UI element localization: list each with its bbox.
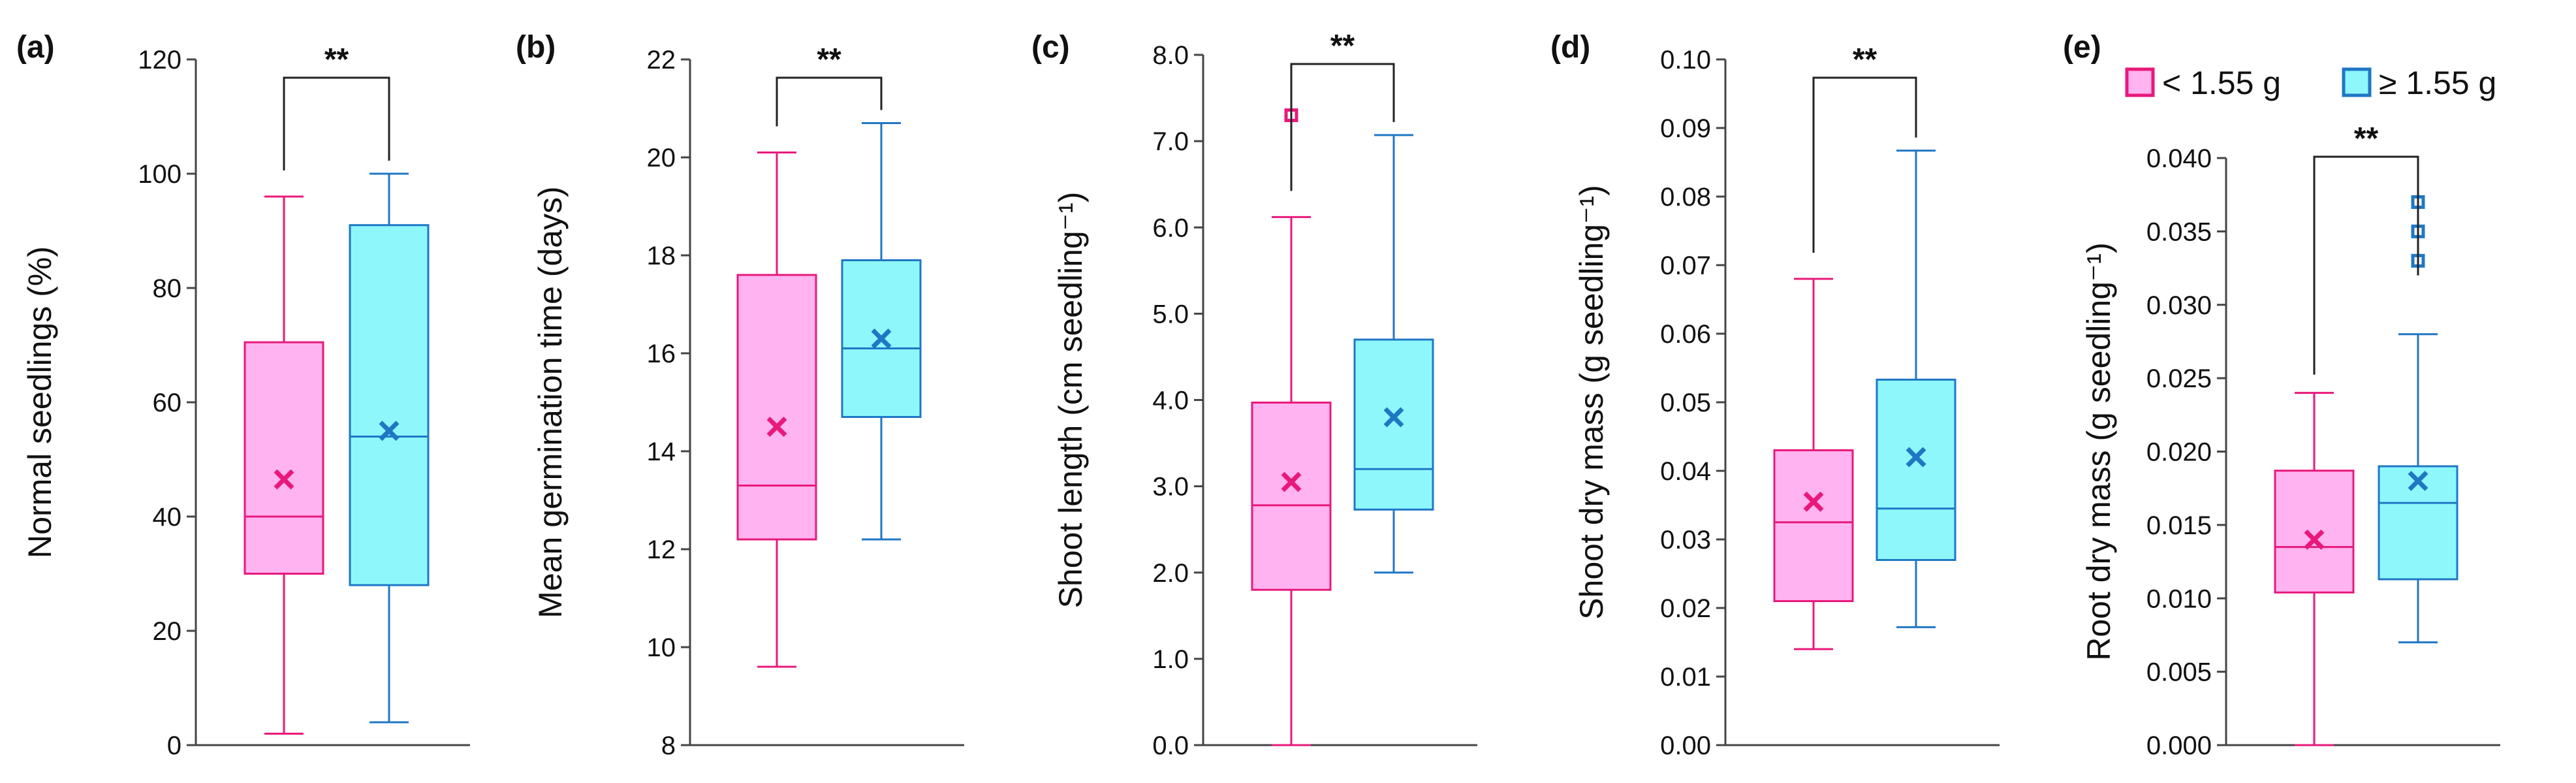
panel-a-significance-bracket xyxy=(283,76,390,170)
panel-d-label: (d) xyxy=(1550,30,1590,65)
panel-b-tick-label: 16 xyxy=(647,340,676,368)
panel-b-tick-label: 14 xyxy=(647,438,676,466)
panel-d-tick-label: 0.00 xyxy=(1660,731,1711,760)
panel-e-tick-label: 0.020 xyxy=(2146,438,2212,467)
panel-e-tick-label: 0.030 xyxy=(2146,291,2212,320)
panel-d-significance-label: ** xyxy=(1853,42,1877,77)
panel-b-label: (b) xyxy=(516,30,556,65)
legend-label-ge-1-55g: ≥ 1.55 g xyxy=(2379,65,2496,101)
panel-a-significance-label: ** xyxy=(324,42,349,77)
panel-a: (a) Normal seedlings (%) 0 20 40 60 80 100 120 ** xyxy=(16,30,470,760)
panel-e-significance-bracket xyxy=(2313,155,2419,375)
panel-e: (e) Root dry mass (g seedling⁻¹) 0.000 0.00… xyxy=(2063,30,2500,760)
panel-b-lt-mean-marker xyxy=(766,417,787,437)
panel-b-tick-label: 20 xyxy=(647,144,676,172)
panel-e-tick-label: 0.015 xyxy=(2146,511,2212,540)
panel-c: (c) Shoot length (cm seedling⁻¹) 0.0 1.0 2.0… xyxy=(1031,29,1477,760)
panel-c-tick-label: 1.0 xyxy=(1152,645,1189,674)
panel-c-ge-box xyxy=(1353,338,1434,511)
panel-c-tick-label: 3.0 xyxy=(1152,473,1189,502)
panel-a-ge-mean-marker xyxy=(379,421,400,441)
panel-c-lt-box xyxy=(1251,401,1332,591)
panel-e-significance-label: ** xyxy=(2354,121,2379,156)
panel-a-tick-label: 100 xyxy=(138,160,181,189)
panel-e-tick-label: 0.025 xyxy=(2146,364,2212,393)
panel-e-tick-label: 0.000 xyxy=(2146,731,2212,760)
panel-d-tick-label: 0.03 xyxy=(1660,526,1711,554)
panel-d-ge-mean-marker xyxy=(1906,447,1926,468)
panel-c-lt-mean-marker xyxy=(1281,471,1302,492)
panel-b-lt-box xyxy=(736,274,817,541)
panel-e-tick-label: 0.040 xyxy=(2146,144,2212,173)
panel-b-significance-bracket xyxy=(776,76,883,127)
panel-e-lt-mean-marker xyxy=(2304,529,2325,550)
panel-c-ge-mean-marker xyxy=(1383,407,1404,428)
panel-a-ge-box xyxy=(349,224,430,586)
panel-b-ge-mean-marker xyxy=(871,328,892,349)
panel-e-lt-box xyxy=(2274,470,2355,594)
panel-a-tick-label: 120 xyxy=(138,46,181,74)
panel-a-tick-label: 80 xyxy=(153,274,182,303)
panel-c-tick-label: 4.0 xyxy=(1152,387,1189,415)
legend: < 1.55 g ≥ 1.55 g xyxy=(2125,65,2496,101)
panel-b-tick-label: 18 xyxy=(647,242,676,270)
panel-a-tick-label: 60 xyxy=(153,389,182,417)
panel-b-tick-label: 12 xyxy=(647,535,676,564)
panel-a-label: (a) xyxy=(16,30,55,65)
panel-d-tick-label: 0.06 xyxy=(1660,320,1711,349)
panel-d-tick-label: 0.09 xyxy=(1660,114,1711,143)
panel-d-tick-label: 0.10 xyxy=(1660,46,1711,74)
panel-e-ge-box xyxy=(2378,465,2458,581)
panel-c-tick-label: 2.0 xyxy=(1152,559,1189,588)
legend-label-lt-1-55g: < 1.55 g xyxy=(2162,65,2281,101)
panel-b-tick-label: 8 xyxy=(661,731,676,760)
panel-d-tick-label: 0.01 xyxy=(1660,663,1711,692)
panel-c-significance-bracket xyxy=(1290,63,1395,191)
panel-d-tick-label: 0.07 xyxy=(1660,251,1711,280)
panel-d-significance-bracket xyxy=(1812,76,1917,253)
panel-c-tick-label: 8.0 xyxy=(1152,41,1189,70)
panel-b-y-axis-label: Mean germination time (days) xyxy=(532,186,569,618)
panel-e-tick-label: 0.035 xyxy=(2146,217,2212,246)
panel-e-label: (e) xyxy=(2063,30,2101,65)
panel-e-ge-mean-marker xyxy=(2408,470,2428,491)
panel-b-tick-label: 10 xyxy=(647,633,676,662)
panel-a-lt-mean-marker xyxy=(274,469,294,490)
panel-a-tick-label: 20 xyxy=(153,617,182,646)
panel-b-tick-label: 22 xyxy=(647,46,676,74)
panel-c-y-axis-label: Shoot length (cm seedling⁻¹) xyxy=(1052,192,1089,609)
panel-d-tick-label: 0.08 xyxy=(1660,183,1711,212)
panel-d-ge-box xyxy=(1876,378,1956,561)
panel-c-tick-label: 7.0 xyxy=(1152,127,1189,156)
panel-c-tick-label: 6.0 xyxy=(1152,214,1189,242)
panel-d-tick-label: 0.04 xyxy=(1660,457,1711,486)
panel-d-lt-box xyxy=(1773,449,1854,602)
panel-a-tick-label: 40 xyxy=(153,503,182,532)
panel-d-lt-mean-marker xyxy=(1803,491,1824,512)
panel-d: (d) Shoot dry mass (g seedling⁻¹) 0.00 0.01… xyxy=(1550,30,2000,760)
panel-a-lt-box xyxy=(243,341,324,575)
panel-e-y-axis-label: Root dry mass (g seedling⁻¹) xyxy=(2081,242,2117,661)
legend-swatch-ge-1-55g xyxy=(2342,67,2372,97)
panel-b-significance-label: ** xyxy=(817,42,841,77)
panel-b: (b) Mean germination time (days) 8 10 12 14 16… xyxy=(516,30,964,760)
legend-swatch-lt-1-55g xyxy=(2125,67,2155,97)
panel-e-tick-label: 0.010 xyxy=(2146,584,2212,613)
panel-e-tick-label: 0.005 xyxy=(2146,658,2212,687)
panel-c-label: (c) xyxy=(1031,30,1070,65)
panel-d-tick-label: 0.05 xyxy=(1660,389,1711,417)
panel-a-tick-label: 0 xyxy=(167,731,181,760)
panel-c-significance-label: ** xyxy=(1330,29,1355,63)
panel-a-y-axis-label: Normal seedlings (%) xyxy=(22,246,58,558)
panel-c-tick-label: 5.0 xyxy=(1152,300,1189,328)
panel-d-tick-label: 0.02 xyxy=(1660,594,1711,623)
panel-c-tick-label: 0.0 xyxy=(1152,731,1189,760)
panel-d-y-axis-label: Shoot dry mass (g seedling⁻¹) xyxy=(1573,185,1610,620)
